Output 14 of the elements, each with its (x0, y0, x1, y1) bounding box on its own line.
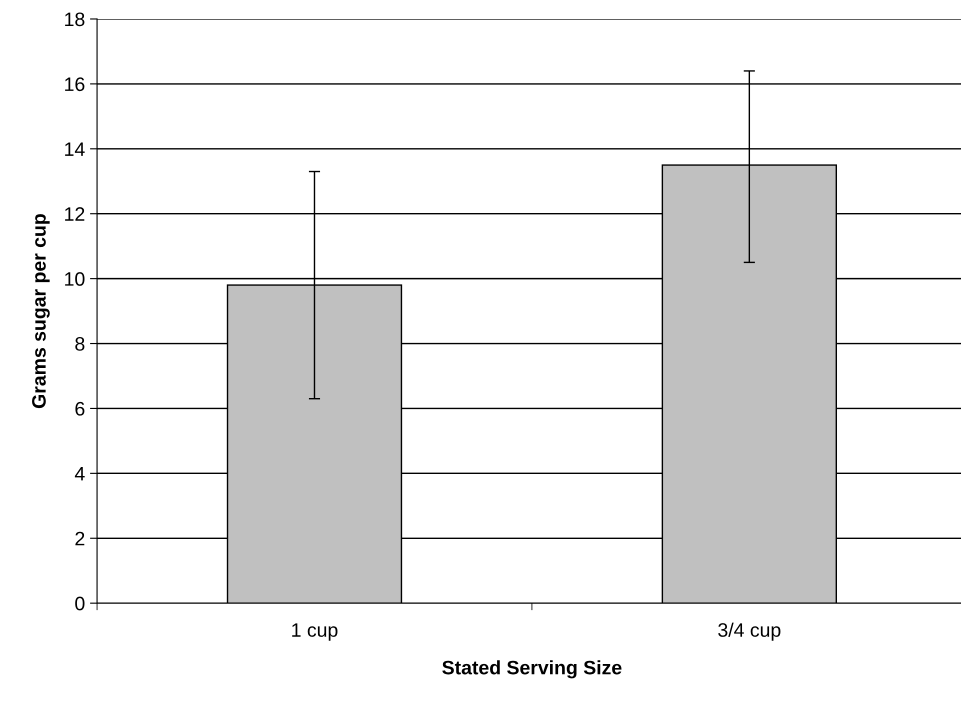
y-tick-label: 12 (65, 207, 84, 221)
y-tick-label: 10 (65, 272, 84, 286)
y-tick-label: 6 (75, 402, 84, 416)
y-tick-label: 0 (75, 596, 84, 610)
y-tick-label: 14 (65, 142, 85, 156)
x-axis-title: Stated Serving Size (442, 660, 622, 678)
y-tick-label: 18 (65, 12, 84, 26)
y-tick-label: 4 (74, 467, 85, 480)
y-tick-label: 16 (65, 77, 84, 92)
x-tick-label: 3/4 cup (718, 622, 780, 641)
y-tick-label: 8 (75, 337, 84, 351)
y-axis-title: Grams sugar per cup (32, 214, 50, 408)
y-tick-label: 2 (75, 532, 84, 546)
x-tick-label: 1 cup (292, 623, 338, 641)
